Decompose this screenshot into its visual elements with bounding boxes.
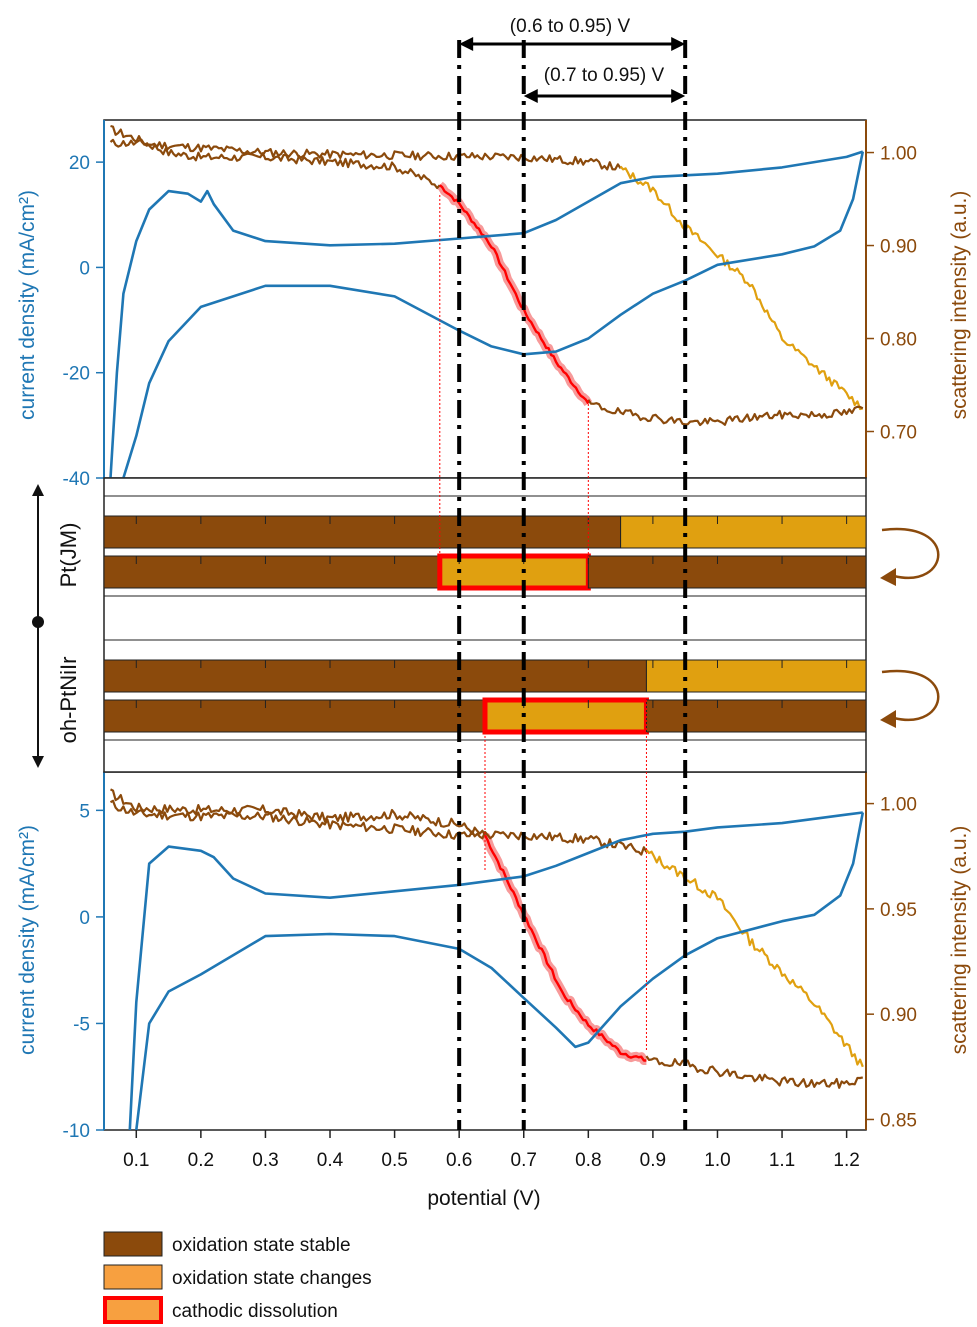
bottom-left-tick-label-1: -5 <box>73 1014 90 1035</box>
range-label-2: (0.7 to 0.95) V <box>544 65 665 86</box>
bar-2-segment-1 <box>645 659 867 693</box>
top-scatter-cathodic-stable-low <box>587 399 864 427</box>
bottom-scatter-anodic-change <box>645 849 864 1068</box>
top-frame <box>103 119 867 479</box>
bar-1-segment-1 <box>437 553 591 591</box>
top-scatter-cathodic-stable-high <box>110 124 441 190</box>
x-tick-label-6: 0.7 <box>511 1150 537 1171</box>
range-arrow-1-head-left <box>459 37 474 51</box>
x-axis-label: potential (V) <box>427 1187 540 1210</box>
bottom-right-tick-label-1: 0.90 <box>880 1005 917 1026</box>
range-label-1: (0.6 to 0.95) V <box>510 16 631 37</box>
bottom-ylabel-left: current density (mA/cm²) <box>16 825 39 1055</box>
bottom-dissolution-band <box>481 833 649 1065</box>
x-tick-label-10: 1.1 <box>769 1150 795 1171</box>
bar-2-segment-0 <box>103 659 647 693</box>
top-right-tick-label-3: 1.00 <box>880 144 917 165</box>
x-tick-label-5: 0.6 <box>446 1150 472 1171</box>
top-right-tick-label-1: 0.80 <box>880 330 917 351</box>
cycle-arrow-ptjm <box>881 527 940 579</box>
top-left-tick-label-0: -40 <box>63 469 90 490</box>
top-dissolution-band <box>436 181 593 406</box>
bottom-scatter-cathodic-stable-low <box>645 1055 864 1089</box>
cycle-arrow-ohptniir <box>881 669 940 721</box>
x-tick-label-7: 0.8 <box>575 1150 601 1171</box>
legend-swatch-changes <box>103 1264 163 1290</box>
bar-3-segment-2 <box>645 699 867 733</box>
legend-swatch-dissolution <box>103 1296 163 1324</box>
x-tick-label-8: 0.9 <box>640 1150 666 1171</box>
sample-label-ohptniir: oh-PtNiIr <box>56 657 81 744</box>
cycle-arrow-head-ptjm <box>880 568 896 586</box>
bar-0-segment-0 <box>103 515 622 549</box>
bottom-left-tick-label-2: 0 <box>79 908 90 929</box>
top-ylabel-left: current density (mA/cm²) <box>16 190 39 420</box>
bottom-scatter-anodic-stable <box>109 799 648 856</box>
top-scatter-anodic-change <box>619 165 864 411</box>
top-cv-cathodic <box>122 151 865 479</box>
bottom-left-tick-label-0: -10 <box>63 1121 90 1142</box>
sample-label-ptjm: Pt(JM) <box>56 523 81 588</box>
bar-1-segment-0 <box>103 555 441 589</box>
top-left-tick-label-3: 20 <box>69 153 90 174</box>
top-right-tick-label-0: 0.70 <box>880 423 917 444</box>
bottom-scatter-cathodic-dissolution <box>483 834 647 1062</box>
bottom-ylabel-right: scattering intensity (a.u.) <box>948 826 971 1055</box>
top-left-tick-label-2: 0 <box>79 258 90 279</box>
top-scatter-anodic-stable <box>109 138 622 171</box>
bottom-left-tick-label-3: 5 <box>79 801 90 822</box>
sample-divider-dot <box>32 616 44 628</box>
bottom-scatter-cathodic-stable-high <box>110 788 486 836</box>
x-tick-label-4: 0.5 <box>381 1150 407 1171</box>
x-tick-label-9: 1.0 <box>704 1150 730 1171</box>
x-tick-label-3: 0.4 <box>317 1150 344 1171</box>
top-scatter-cathodic-dissolution <box>439 184 590 405</box>
bottom-right-tick-label-2: 0.95 <box>880 900 917 921</box>
bottom-right-tick-label-3: 1.00 <box>880 795 917 816</box>
top-cv-anodic <box>109 150 864 479</box>
bar-3-segment-0 <box>103 699 486 733</box>
bar-0-segment-1 <box>620 515 867 549</box>
legend-label-changes: oxidation state changes <box>172 1268 372 1289</box>
bottom-right-tick-label-0: 0.85 <box>880 1110 917 1131</box>
top-right-tick-label-2: 0.90 <box>880 237 917 258</box>
x-tick-label-11: 1.2 <box>833 1150 859 1171</box>
x-tick-label-1: 0.2 <box>188 1150 214 1171</box>
x-tick-label-0: 0.1 <box>123 1150 149 1171</box>
legend-swatch-stable <box>103 1231 163 1257</box>
bar-1-segment-2 <box>587 555 867 589</box>
bar-3-segment-1 <box>482 697 649 735</box>
sample-arrow-down-head <box>32 756 44 768</box>
legend-label-dissolution: cathodic dissolution <box>172 1301 338 1322</box>
bottom-cv-cathodic <box>135 812 865 1131</box>
range-arrow-2-head-left <box>523 89 538 103</box>
top-ylabel-right: scattering intensity (a.u.) <box>948 191 971 420</box>
sample-arrow-up-head <box>32 484 44 496</box>
legend-label-stable: oxidation state stable <box>172 1235 351 1256</box>
x-tick-label-2: 0.3 <box>252 1150 278 1171</box>
cycle-arrow-head-ohptniir <box>880 710 896 728</box>
range-arrow-1-head-right <box>671 37 686 51</box>
range-arrow-2-head-right <box>671 89 686 103</box>
top-left-tick-label-1: -20 <box>63 364 90 385</box>
